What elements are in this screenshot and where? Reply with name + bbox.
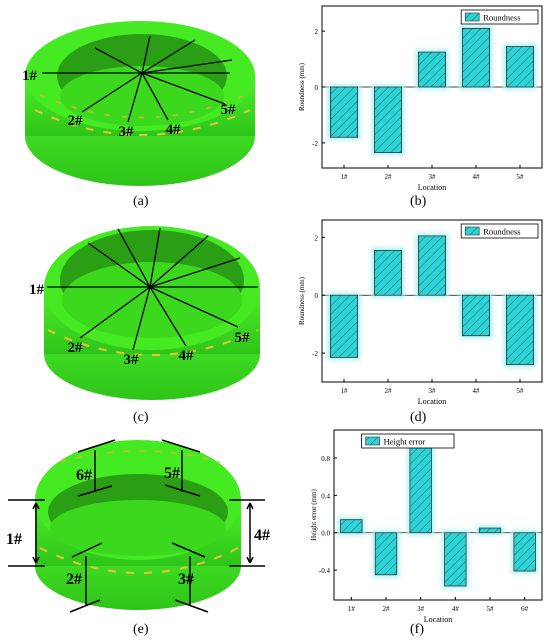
x-tick-label: 2# — [383, 605, 391, 613]
x-axis-label: Location — [418, 183, 446, 192]
legend-swatch — [464, 226, 480, 236]
panel-label-e: (e) — [133, 622, 149, 637]
bar-1# — [329, 86, 359, 138]
height-error-chart-f: 1# 2# 3# 4# 5# 6# 0.8 0.4 0.0 -0.4 Location Height … — [310, 429, 543, 624]
y-tick-label: 0 — [315, 292, 319, 300]
ring-c-label-1: 1# — [29, 282, 45, 298]
ring-e-label-1: 1# — [6, 531, 22, 548]
y-tick-label: 0 — [315, 84, 319, 92]
x-tick-label: 1# — [341, 173, 349, 181]
bar-3# — [417, 51, 447, 88]
x-tick-label: 3# — [417, 605, 425, 613]
ring-a-label-4: 4# — [166, 122, 182, 138]
ring-c-label-2: 2# — [68, 340, 84, 356]
x-tick-label: 3# — [429, 173, 437, 181]
ring-a-label-1: 1# — [22, 68, 38, 84]
x-axis-label: Location — [424, 615, 452, 624]
y-tick-label: -0.4 — [319, 567, 331, 575]
bar-4# — [461, 294, 491, 337]
y-axis-label: Height error (mm) — [310, 488, 318, 540]
panel-label-a: (a) — [133, 194, 149, 209]
x-tick-label: 6# — [521, 605, 529, 613]
ring-c-label-4: 4# — [179, 348, 195, 364]
y-tick-label: -2 — [312, 350, 318, 358]
bar-1# — [329, 294, 359, 358]
ring-e-label-4: 4# — [254, 527, 270, 544]
panel-label-d: (d) — [410, 410, 427, 425]
ring-a-label-5: 5# — [221, 102, 237, 118]
legend-swatch — [365, 436, 380, 446]
ring-a-radial-lines — [42, 35, 233, 123]
legend-box — [460, 223, 539, 239]
x-axis-label: Location — [418, 397, 446, 406]
panel-label-f: (f) — [410, 622, 424, 637]
bar-2# — [373, 249, 403, 296]
roundness-chart-b: 1# 2# 3# 4# 5# 2 0 -2 Location Roundness (mm) Roun… — [298, 5, 543, 192]
bar-6# — [513, 532, 536, 572]
x-tick-label: 5# — [517, 387, 525, 395]
x-tick-label: 5# — [487, 605, 495, 613]
y-tick-label: 2 — [315, 234, 319, 242]
ring-e-label-6: 6# — [76, 467, 92, 484]
legend-box — [361, 433, 455, 449]
bar-2# — [374, 532, 398, 576]
panel-label-c: (c) — [133, 410, 149, 425]
ring-diagram-c: 1# 2# 3# 4# 5# — [29, 226, 260, 400]
bar-5# — [505, 294, 535, 366]
bar-5# — [478, 527, 502, 534]
x-tick-label: 3# — [429, 387, 437, 395]
x-tick-label: 2# — [385, 387, 393, 395]
y-axis-label: Roundness (mm) — [298, 62, 306, 111]
y-axis-label: Roundness (mm) — [298, 276, 306, 325]
x-tick-label: 5# — [517, 173, 525, 181]
x-tick-label: 4# — [473, 173, 481, 181]
x-tick-label: 1# — [341, 387, 349, 395]
legend-label: Height error — [384, 437, 426, 447]
ring-e-measure-lines — [8, 439, 265, 613]
ring-e-label-2: 2# — [66, 571, 82, 588]
roundness-chart-d: 1# 2# 3# 4# 5# 2 0 -2 Location Roundness (mm) Roun… — [298, 219, 543, 406]
ring-diagram-e: 1# 2# 3# 4# 5# 6# — [6, 439, 270, 613]
x-tick-label: 4# — [473, 387, 481, 395]
ring-a-label-2: 2# — [68, 113, 84, 129]
legend-box — [460, 9, 539, 25]
bar-2# — [373, 86, 403, 154]
ring-e-label-5: 5# — [164, 465, 180, 482]
x-tick-label: 1# — [348, 605, 356, 613]
bar-3# — [409, 447, 432, 534]
bar-1# — [340, 519, 363, 534]
legend-swatch — [464, 12, 480, 22]
ring-a-label-3: 3# — [119, 124, 135, 140]
legend-label: Roundness — [483, 13, 520, 23]
bar-4# — [461, 27, 491, 88]
ring-e-label-3: 3# — [178, 571, 194, 588]
ring-c-label-5: 5# — [235, 330, 251, 346]
ring-c-radial-lines — [47, 227, 258, 351]
bar-5# — [505, 46, 535, 88]
x-tick-label: 4# — [452, 605, 460, 613]
plot-frame — [333, 429, 543, 601]
y-tick-label: 0.0 — [321, 530, 330, 538]
bar-3# — [417, 235, 447, 296]
y-tick-label: 0.4 — [321, 492, 330, 500]
y-tick-label: 0.8 — [321, 455, 330, 463]
panel-label-b: (b) — [410, 194, 427, 209]
ring-diagram-a: 1# 2# 3# 4# 5# — [22, 21, 255, 186]
legend-label: Roundness — [483, 227, 520, 237]
x-tick-label: 2# — [385, 173, 393, 181]
bar-4# — [444, 532, 467, 587]
y-tick-label: -2 — [312, 140, 318, 148]
y-tick-label: 2 — [315, 28, 319, 36]
ring-c-label-3: 3# — [124, 352, 140, 368]
